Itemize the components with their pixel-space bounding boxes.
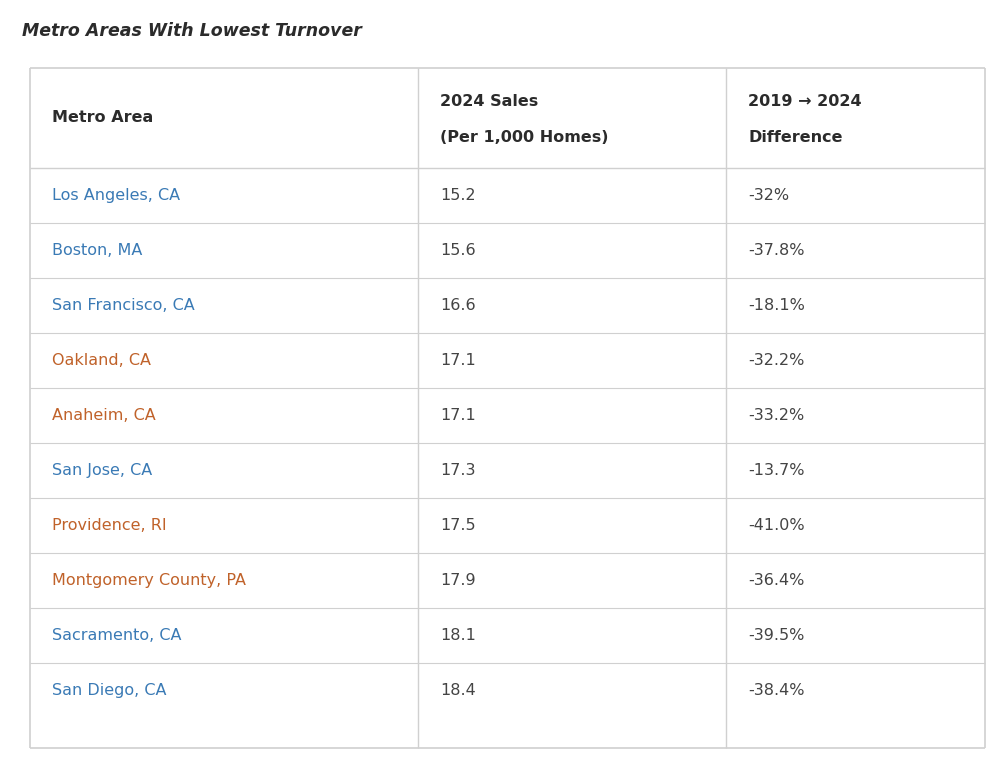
Text: 15.2: 15.2 [440,188,475,203]
Text: 18.4: 18.4 [440,683,475,698]
Text: Metro Areas With Lowest Turnover: Metro Areas With Lowest Turnover [22,22,362,40]
Text: 2024 Sales: 2024 Sales [440,94,539,109]
Text: San Francisco, CA: San Francisco, CA [52,298,194,313]
Text: 17.1: 17.1 [440,353,475,368]
Text: Los Angeles, CA: Los Angeles, CA [52,188,180,203]
Text: 2019 → 2024: 2019 → 2024 [748,94,862,109]
Text: Boston, MA: Boston, MA [52,243,142,258]
Text: -39.5%: -39.5% [748,628,805,643]
Text: -32.2%: -32.2% [748,353,805,368]
Text: San Jose, CA: San Jose, CA [52,463,152,478]
Text: -36.4%: -36.4% [748,573,805,588]
Text: 17.9: 17.9 [440,573,475,588]
Text: -33.2%: -33.2% [748,408,805,423]
Text: Sacramento, CA: Sacramento, CA [52,628,181,643]
Text: Providence, RI: Providence, RI [52,518,166,533]
Text: Oakland, CA: Oakland, CA [52,353,151,368]
Text: Metro Area: Metro Area [52,110,153,126]
Text: -18.1%: -18.1% [748,298,805,313]
Text: San Diego, CA: San Diego, CA [52,683,166,698]
Text: -32%: -32% [748,188,789,203]
Text: -38.4%: -38.4% [748,683,805,698]
Text: -13.7%: -13.7% [748,463,805,478]
Text: 17.3: 17.3 [440,463,475,478]
Text: Difference: Difference [748,130,843,145]
Text: 16.6: 16.6 [440,298,475,313]
Text: 17.5: 17.5 [440,518,475,533]
Text: -37.8%: -37.8% [748,243,805,258]
Text: Anaheim, CA: Anaheim, CA [52,408,156,423]
Text: 17.1: 17.1 [440,408,475,423]
Text: Montgomery County, PA: Montgomery County, PA [52,573,246,588]
Text: 18.1: 18.1 [440,628,476,643]
Text: -41.0%: -41.0% [748,518,805,533]
Text: (Per 1,000 Homes): (Per 1,000 Homes) [440,130,608,145]
Text: 15.6: 15.6 [440,243,475,258]
